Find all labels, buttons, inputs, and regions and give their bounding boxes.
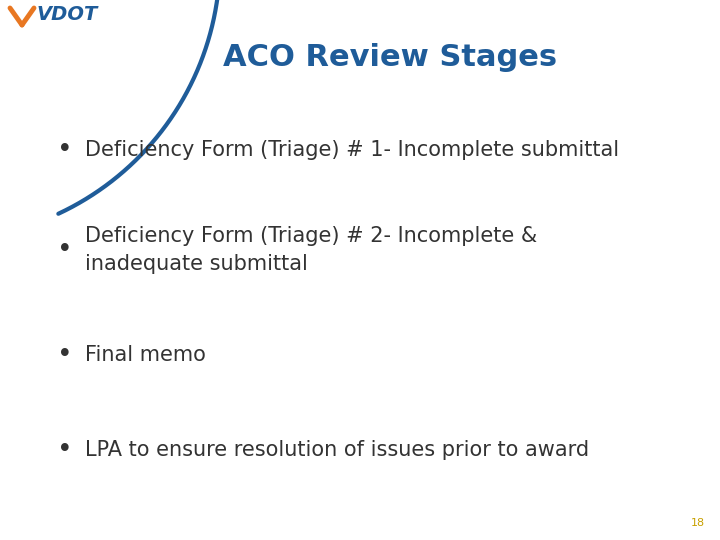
Text: ACO Review Stages: ACO Review Stages xyxy=(223,44,557,72)
Text: Deficiency Form (Triage) # 2- Incomplete &
inadequate submittal: Deficiency Form (Triage) # 2- Incomplete… xyxy=(85,226,537,274)
Text: •: • xyxy=(57,237,73,263)
Text: Deficiency Form (Triage) # 1- Incomplete submittal: Deficiency Form (Triage) # 1- Incomplete… xyxy=(85,140,619,160)
Text: LPA to ensure resolution of issues prior to award: LPA to ensure resolution of issues prior… xyxy=(85,440,589,460)
Text: •: • xyxy=(57,437,73,463)
Text: •: • xyxy=(57,137,73,163)
Text: Final memo: Final memo xyxy=(85,345,206,365)
Text: 18: 18 xyxy=(691,518,705,528)
Text: •: • xyxy=(57,342,73,368)
Text: VDOT: VDOT xyxy=(37,4,98,24)
